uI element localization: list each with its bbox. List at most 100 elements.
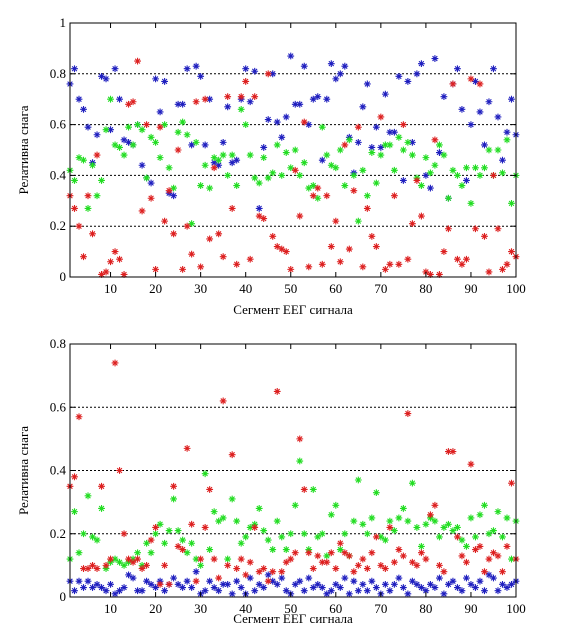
data-point [201,141,209,149]
data-point [89,561,96,569]
x-tick-label: 30 [194,281,207,296]
data-point [503,584,511,591]
data-point [179,118,187,126]
x-tick-label: 40 [239,281,252,296]
data-point [363,192,371,200]
data-point [84,123,92,131]
data-point [345,136,353,144]
data-point [422,268,430,276]
data-point [111,555,119,563]
data-point [224,555,232,563]
data-point [413,70,421,78]
data-point [368,549,376,557]
data-point [296,212,304,220]
data-point [300,486,308,493]
data-point [327,587,335,595]
data-point [305,574,313,582]
data-point [436,574,443,582]
data-point [215,587,223,595]
data-point [120,561,128,569]
data-point [206,184,214,192]
data-point [359,520,367,528]
data-point [485,555,493,563]
data-point [436,533,443,541]
data-point [183,131,191,139]
data-point [377,144,385,151]
data-point [499,580,506,588]
y-tick-label: 0.4 [50,463,67,478]
data-point [503,514,511,522]
data-point [206,235,214,243]
data-point [485,98,493,106]
data-point [143,121,150,128]
data-point [390,527,398,534]
data-point [102,587,110,595]
data-point [215,517,223,525]
data-point [381,580,389,588]
data-point [125,138,132,146]
data-point [138,126,146,134]
data-point [93,131,101,139]
data-point [75,413,83,421]
y-tick-label: 0.2 [50,218,66,233]
data-point [197,263,205,271]
data-point [116,255,123,263]
data-point [454,524,461,531]
data-point [417,584,425,591]
data-point [242,121,250,128]
data-point [404,590,412,598]
data-point [372,533,380,541]
data-point [161,121,169,128]
data-point [278,172,286,179]
data-point [165,187,173,195]
data-point [359,555,367,563]
data-point [449,80,457,88]
data-point [368,144,376,151]
data-point [156,580,164,588]
data-point [386,260,394,268]
data-point [395,72,403,80]
data-point [390,558,398,566]
data-point [219,253,227,261]
data-point [323,192,331,200]
data-point [233,260,241,268]
data-point [116,587,123,595]
data-point [363,565,371,572]
data-point [485,530,493,538]
data-point [399,121,407,128]
data-point [192,577,200,585]
data-point [260,154,268,162]
data-point [359,103,367,111]
data-point [291,100,299,108]
data-point [219,514,227,522]
data-point [255,505,263,512]
data-point [179,100,187,108]
data-point [309,584,317,591]
data-point [476,172,484,179]
data-point [454,65,461,73]
data-point [386,141,394,149]
data-point [404,255,412,263]
data-point [449,577,457,585]
data-point [152,138,159,146]
data-point [129,558,137,566]
data-point [84,565,92,572]
data-point [508,248,515,255]
data-point [179,546,187,553]
series-1 [66,95,520,228]
data-point [80,156,87,164]
data-point [440,151,448,159]
data-point [152,75,159,83]
y-tick-label: 0.6 [50,399,67,414]
data-point [233,577,241,585]
data-point [309,95,317,103]
y-tick-label: 0 [60,589,67,604]
data-point [417,212,425,220]
data-point [363,587,371,595]
data-point [327,549,335,557]
data-point [273,118,281,126]
data-point [80,565,87,572]
data-point [260,527,268,534]
data-point [188,539,196,547]
